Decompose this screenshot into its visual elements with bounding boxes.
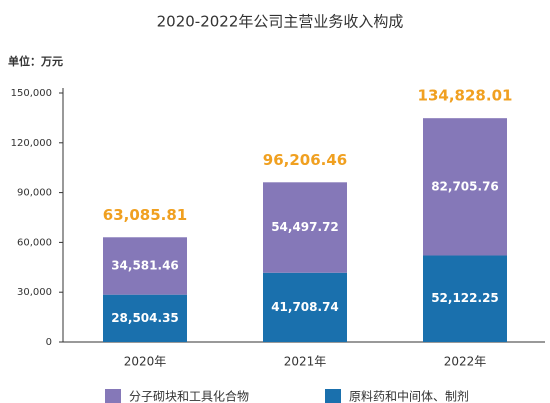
legend-swatch — [105, 389, 121, 403]
y-tick-label: 90,000 — [17, 188, 52, 199]
bar-segment — [103, 294, 187, 342]
legend-swatch — [325, 389, 341, 403]
legend-label: 分子砌块和工具化合物 — [129, 389, 249, 403]
x-tick-label: 2020年 — [124, 355, 167, 369]
segment-label: 28,504.35 — [111, 311, 179, 325]
y-tick-label: 150,000 — [11, 88, 52, 99]
x-tick-label: 2021年 — [284, 355, 327, 369]
unit-label: 单位：万元 — [8, 54, 63, 68]
legend-label: 原料药和中间体、制剂 — [349, 389, 469, 403]
segment-label: 34,581.46 — [111, 258, 179, 272]
chart-title: 2020-2022年公司主营业务收入构成 — [157, 13, 404, 31]
total-label: 96,206.46 — [263, 151, 347, 169]
total-label: 63,085.81 — [103, 206, 187, 224]
bar-segment — [263, 272, 347, 342]
y-tick-label: 0 — [46, 337, 52, 348]
segment-label: 54,497.72 — [271, 220, 339, 234]
segment-label: 82,705.76 — [431, 179, 499, 193]
bar-segment — [423, 118, 507, 256]
segment-label: 52,122.25 — [431, 291, 499, 305]
bar-segment — [263, 182, 347, 273]
bar-segment — [423, 255, 507, 342]
y-tick-label: 30,000 — [17, 287, 52, 298]
y-tick-label: 60,000 — [17, 237, 52, 248]
bar-segment — [103, 237, 187, 295]
x-tick-label: 2022年 — [444, 355, 487, 369]
segment-label: 41,708.74 — [271, 300, 339, 314]
y-tick-label: 120,000 — [11, 138, 52, 149]
total-label: 134,828.01 — [418, 87, 513, 105]
